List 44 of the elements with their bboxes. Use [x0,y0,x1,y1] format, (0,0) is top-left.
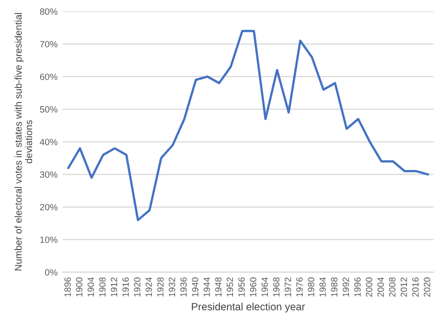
x-tick-label: 1912 [110,278,118,296]
y-tick-label: 0% [45,269,58,276]
x-tick-label: 1948 [215,277,222,296]
x-tick-label: 2016 [412,277,419,297]
x-tick-label: 1900 [76,277,82,296]
y-axis-title: Number of electoral votes in states with sub-five presidential deviations [14,13,32,270]
y-tick-label: 60% [40,74,58,80]
y-tick-label: 30% [40,171,58,178]
x-tick-label: 1996 [354,277,361,296]
x-tick-label: 1992 [342,278,350,296]
y-tick-label: 70% [40,40,58,48]
x-tick-label: 1968 [273,277,280,296]
x-tick-label: 2000 [366,277,372,297]
x-tick-label: 1944 [204,277,210,296]
x-tick-label: 2020 [424,277,430,297]
x-tick-label: 1928 [157,277,164,296]
x-tick-label: 2008 [389,277,396,297]
y-tick-label: 80% [40,8,58,15]
x-tick-label: 1896 [64,277,71,296]
x-tick-label: 1972 [284,278,292,296]
y-tick-label: 10% [40,236,58,243]
y-tick-label: 40% [40,138,58,146]
x-tick-label: 1940 [192,277,198,296]
x-tick-label: 1952 [226,278,234,296]
x-tick-label: 2004 [377,277,384,297]
x-tick-label: 1924 [146,277,152,296]
x-tick-label: 1964 [262,277,268,296]
line-series [67,30,429,222]
x-tick-label: 1904 [88,277,94,296]
x-tick-label: 1988 [331,277,338,296]
x-tick-label: 1908 [99,277,106,296]
x-tick-label: 1932 [168,278,176,296]
x-tick-label: 1916 [122,277,129,296]
x-tick-label: 2012 [400,278,408,297]
x-tick-label: 1980 [308,277,314,296]
x-tick-label: 1956 [238,277,245,296]
x-tick-label: 1960 [250,277,256,296]
y-tick-label: 20% [40,204,58,210]
x-tick-label: 1984 [319,277,326,296]
x-tick-label: 1936 [180,277,187,296]
x-tick-label: 1920 [134,277,140,296]
x-axis-title: Presidental election year [192,302,305,312]
y-tick-label: 50% [40,106,58,113]
x-tick-label: 1976 [296,277,303,296]
